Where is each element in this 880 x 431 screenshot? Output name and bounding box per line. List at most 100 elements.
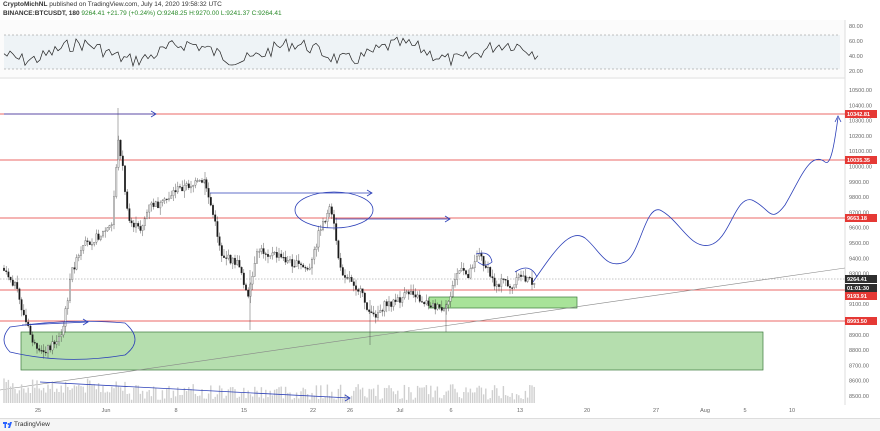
- arrow-line-left[interactable]: [21, 321, 89, 326]
- candle-body: [487, 267, 489, 269]
- candle-body: [91, 244, 93, 246]
- price-tick-label: 10100.00: [849, 149, 872, 155]
- tradingview-logo-icon[interactable]: [3, 421, 12, 429]
- candle-body: [29, 325, 32, 335]
- volume-bar: [240, 393, 243, 403]
- candle-body: [88, 241, 91, 245]
- highlight-ellipse-left[interactable]: [3, 320, 136, 360]
- candle-body: [31, 334, 34, 343]
- ascending-trendline[interactable]: [0, 267, 846, 391]
- tradingview-brand[interactable]: TradingView: [14, 421, 50, 428]
- projection-path[interactable]: [532, 117, 839, 283]
- candle-body: [348, 277, 351, 279]
- candle-body: [205, 179, 208, 189]
- volume-bar: [172, 390, 175, 403]
- candle-body: [341, 267, 344, 276]
- time-axis: 25 Jun 8 15 22 26 Jul 6 13 20 27 Aug 5 10: [35, 408, 795, 414]
- candle-body: [161, 200, 164, 203]
- volume-bar: [247, 390, 249, 403]
- candle-body: [126, 191, 129, 209]
- volume-bar: [515, 394, 518, 403]
- volume-bar: [522, 399, 524, 403]
- candle-body: [187, 183, 190, 189]
- candle-body: [179, 186, 181, 188]
- volume-bar: [370, 389, 373, 403]
- candle-body: [383, 301, 386, 312]
- candle-body: [130, 220, 133, 224]
- price-tick-label: 9100.00: [849, 302, 869, 308]
- volume-bar: [139, 393, 142, 403]
- symbol-label: BINANCE:BTCUSDT, 180: [3, 9, 80, 17]
- time-tick-label: 13: [517, 408, 523, 414]
- candle-body: [97, 233, 100, 240]
- price-tick-label: 9600.00: [849, 226, 869, 232]
- candle-body: [40, 350, 43, 352]
- price-tick-label: 10500.00: [849, 88, 872, 94]
- volume-bar: [416, 385, 419, 403]
- candle-body: [9, 276, 12, 281]
- candle-body: [491, 276, 494, 279]
- volume-bar: [51, 381, 54, 403]
- candle-body: [533, 282, 536, 285]
- candle-body: [137, 223, 140, 227]
- candle-body: [432, 303, 434, 308]
- rsi-line: [3, 36, 539, 68]
- candle-body: [465, 270, 467, 275]
- demand-zone-large[interactable]: [20, 331, 764, 371]
- candle-body: [157, 201, 159, 209]
- highlight-ellipse-top[interactable]: [294, 191, 374, 229]
- volume-bar: [141, 390, 144, 403]
- candle-body: [117, 139, 120, 168]
- candle-body: [106, 227, 109, 232]
- volume-bar: [192, 384, 194, 403]
- candle-body: [322, 221, 324, 230]
- candle-body: [526, 277, 529, 282]
- candle-body: [504, 279, 507, 281]
- projection-arrow-head: [834, 115, 842, 123]
- author-name[interactable]: CryptoMichNL: [3, 1, 48, 8]
- price-tick-label: 9300.00: [849, 272, 869, 278]
- candle-body: [319, 229, 322, 231]
- candle-body: [262, 248, 265, 254]
- volume-bar: [38, 388, 40, 403]
- volume-bar: [148, 390, 150, 403]
- candle-body: [416, 294, 419, 298]
- candle-body: [313, 249, 316, 260]
- candle-body: [27, 321, 30, 327]
- price-tick-label: 9900.00: [849, 180, 869, 186]
- candle-body: [113, 196, 115, 225]
- volume-bar: [364, 396, 366, 403]
- candle-body: [368, 309, 371, 312]
- volume-bar: [260, 387, 263, 403]
- volume-trend-arrow[interactable]: [39, 381, 351, 399]
- candle-body: [443, 308, 445, 311]
- candle-body: [247, 289, 250, 297]
- volume-bar: [232, 387, 234, 403]
- price-tag-box: [845, 292, 877, 300]
- time-tick-label: 20: [584, 408, 590, 414]
- volume-trend-arrow-head: [344, 394, 351, 402]
- volume-bar: [80, 386, 82, 403]
- footer-bar: TradingView: [0, 418, 880, 431]
- candle-body: [183, 185, 186, 192]
- candle-body: [302, 264, 305, 268]
- candle-body: [214, 214, 217, 222]
- volume-bar: [361, 387, 364, 403]
- volume-bar: [526, 397, 529, 403]
- candle-body: [520, 274, 522, 277]
- volume-bar: [144, 398, 146, 403]
- candle-body: [480, 253, 483, 257]
- candle-body: [359, 288, 362, 292]
- volume-bar: [291, 399, 293, 403]
- candle-body: [493, 277, 496, 287]
- candle-body: [198, 180, 201, 182]
- drawings[interactable]: [3, 110, 842, 402]
- volume-bar: [430, 385, 432, 403]
- volume-bar: [168, 385, 170, 403]
- candle-body: [121, 155, 124, 166]
- candle-body: [240, 267, 243, 274]
- price-tag-box: [845, 317, 877, 325]
- time-tick-label: 5: [743, 408, 746, 414]
- price-tick-label: 9700.00: [849, 210, 869, 216]
